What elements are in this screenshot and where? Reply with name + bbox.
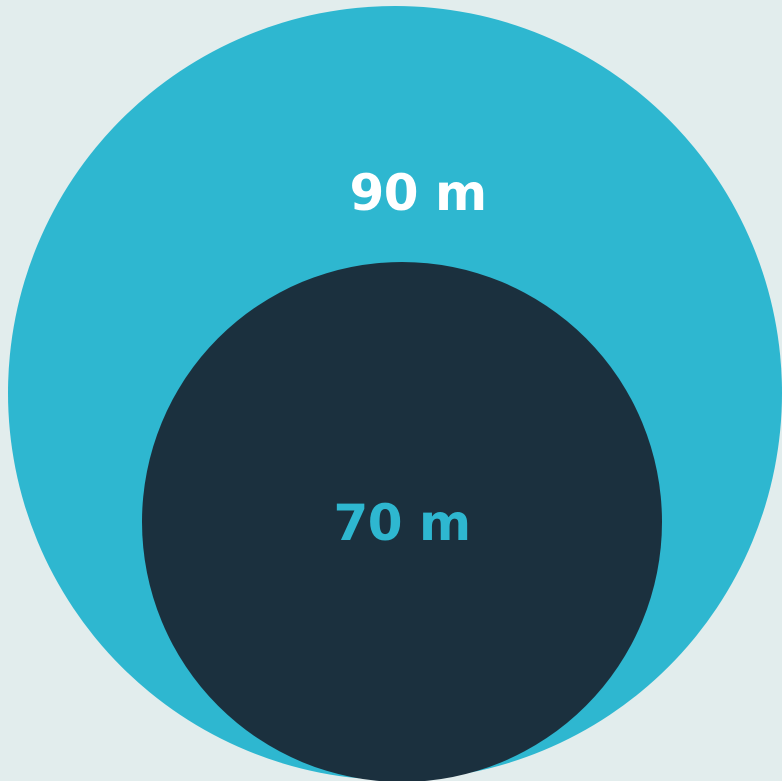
outer-circle-label: 90 m	[349, 164, 487, 222]
inner-circle-70m	[142, 262, 662, 781]
inner-circle-label: 70 m	[333, 494, 471, 552]
